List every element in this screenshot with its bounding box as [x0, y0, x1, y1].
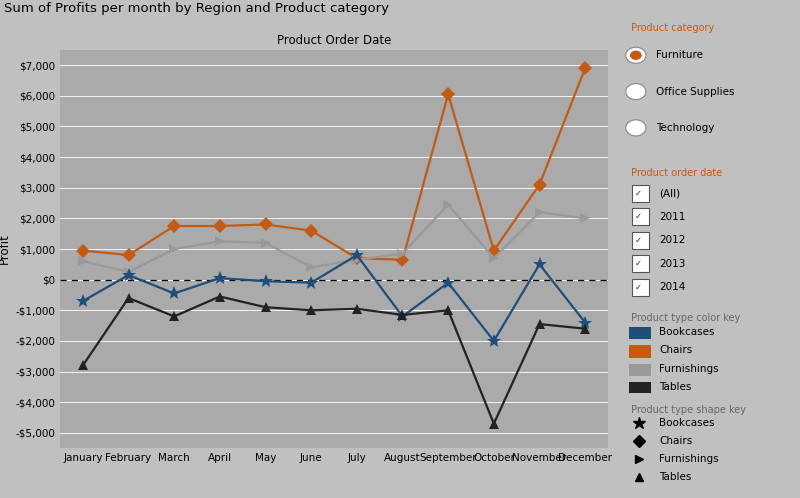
Circle shape	[626, 120, 646, 136]
Text: 2014: 2014	[659, 282, 686, 292]
Bar	[629, 382, 651, 395]
Title: Product Order Date: Product Order Date	[277, 34, 391, 47]
Text: Furnishings: Furnishings	[659, 454, 719, 464]
Text: Tables: Tables	[659, 382, 692, 392]
Text: Product type color key: Product type color key	[630, 313, 740, 323]
Bar	[629, 345, 651, 358]
Bar	[629, 364, 651, 376]
Text: ✓: ✓	[635, 259, 642, 268]
Text: Office Supplies: Office Supplies	[656, 87, 734, 97]
Text: Product type shape key: Product type shape key	[630, 405, 746, 415]
Bar	[633, 255, 650, 272]
Y-axis label: Profit: Profit	[0, 234, 11, 264]
Text: Tables: Tables	[659, 472, 692, 482]
Bar	[633, 208, 650, 226]
Text: 2012: 2012	[659, 235, 686, 245]
Bar	[629, 327, 651, 339]
Text: Furniture: Furniture	[656, 50, 703, 60]
Text: 2011: 2011	[659, 212, 686, 222]
Text: ✓: ✓	[635, 189, 642, 198]
Text: Chairs: Chairs	[659, 436, 693, 446]
Text: (All): (All)	[659, 188, 681, 198]
Circle shape	[626, 47, 646, 63]
Text: Bookcases: Bookcases	[659, 418, 715, 428]
Text: ✓: ✓	[635, 236, 642, 245]
Text: 2013: 2013	[659, 258, 686, 269]
Text: Sum of Profits per month by Region and Product category: Sum of Profits per month by Region and P…	[4, 2, 389, 15]
Text: Technology: Technology	[656, 123, 714, 133]
Bar	[633, 232, 650, 249]
Text: Product category: Product category	[630, 23, 714, 33]
Circle shape	[626, 84, 646, 100]
Text: Furnishings: Furnishings	[659, 364, 719, 374]
Text: Bookcases: Bookcases	[659, 327, 715, 337]
Bar	[633, 185, 650, 202]
Text: Product order date: Product order date	[630, 168, 722, 178]
Text: ✓: ✓	[635, 212, 642, 221]
Circle shape	[630, 51, 642, 60]
Text: ✓: ✓	[635, 282, 642, 292]
Text: Chairs: Chairs	[659, 345, 693, 355]
Bar	[633, 278, 650, 296]
